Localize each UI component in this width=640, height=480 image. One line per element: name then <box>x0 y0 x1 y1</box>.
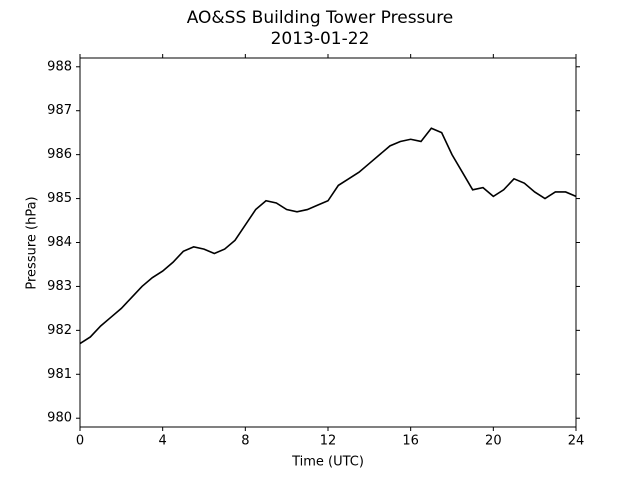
x-tick-label: 16 <box>402 434 419 449</box>
y-tick-label: 988 <box>47 59 72 74</box>
y-tick-label: 980 <box>47 411 72 426</box>
y-tick-label: 985 <box>47 191 72 206</box>
plot-frame <box>79 57 577 428</box>
x-tick-label: 12 <box>320 434 337 449</box>
x-tick-label: 20 <box>485 434 502 449</box>
x-tick-label: 8 <box>241 434 249 449</box>
y-tick-label: 987 <box>47 103 72 118</box>
x-tick-label: 4 <box>159 434 167 449</box>
y-tick-label: 981 <box>47 367 72 382</box>
x-tick-label: 0 <box>76 434 84 449</box>
y-tick-label: 986 <box>47 147 72 162</box>
x-tick-label: 24 <box>568 434 585 449</box>
data-line <box>79 127 577 345</box>
x-axis-label: Time (UTC) <box>291 455 364 470</box>
chart-subtitle: 2013-01-22 <box>271 29 370 49</box>
y-axis-label: Pressure (hPa) <box>25 196 40 289</box>
y-tick-label: 983 <box>47 279 72 294</box>
y-tick-label: 984 <box>47 235 72 250</box>
chart-title: AO&SS Building Tower Pressure <box>187 8 454 28</box>
y-tick-label: 982 <box>47 323 72 338</box>
